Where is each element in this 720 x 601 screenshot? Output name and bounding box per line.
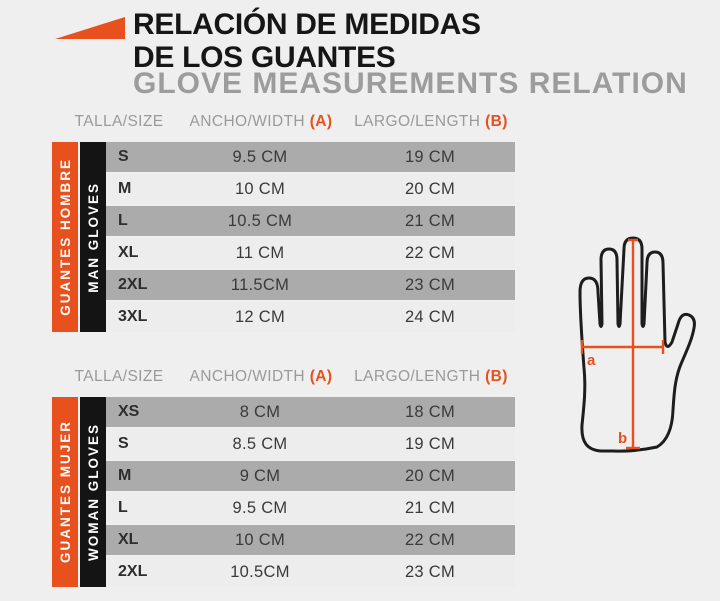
length-cell: 23 CM: [404, 562, 456, 581]
women-table-rows: XS 8 CM 18 CM S 8.5 CM 19 CM M 9 CM 20 C…: [106, 397, 515, 589]
title-block: RELACIÓN DE MEDIDAS DE LOS GUANTES GLOVE…: [133, 8, 688, 99]
col-header-length-label: LARGO/LENGTH: [354, 113, 481, 130]
col-header-size: TALLA/SIZE: [52, 368, 186, 386]
length-cell: 19 CM: [404, 147, 456, 166]
label-b: b: [618, 430, 627, 447]
length-cell: 22 CM: [404, 530, 456, 549]
size-cell: L: [118, 212, 128, 229]
width-cell: 9.5 CM: [232, 498, 288, 517]
hand-measurement-diagram: a b: [578, 236, 696, 453]
size-cell: 2XL: [118, 563, 148, 580]
width-cell: 10 CM: [234, 179, 286, 198]
width-cell: 11.5CM: [230, 275, 290, 294]
col-header-size-label: TALLA/SIZE: [74, 113, 164, 130]
col-header-width: ANCHO/WIDTH (A): [186, 368, 336, 386]
women-side-bar-es: GUANTES MUJER: [52, 397, 78, 587]
size-cell: 2XL: [118, 276, 148, 293]
width-cell: 10.5CM: [230, 562, 290, 581]
women-side-label-es: GUANTES MUJER: [57, 420, 73, 564]
women-side-label-en: WOMAN GLOVES: [85, 423, 101, 561]
width-cell: 9.5 CM: [232, 147, 288, 166]
title-es-line1: RELACIÓN DE MEDIDAS: [133, 8, 481, 41]
width-cell: 10.5 CM: [227, 211, 293, 230]
col-header-length: LARGO/LENGTH (B): [336, 368, 526, 386]
women-table-header: TALLA/SIZE ANCHO/WIDTH (A) LARGO/LENGTH …: [0, 368, 720, 388]
length-cell: 18 CM: [404, 402, 456, 421]
men-side-label-en: MAN GLOVES: [85, 181, 101, 293]
women-side-bar-en: WOMAN GLOVES: [80, 397, 106, 587]
col-header-length-label: LARGO/LENGTH: [354, 368, 481, 385]
width-cell: 12 CM: [234, 307, 286, 326]
hand-outline-icon: [578, 236, 696, 453]
table-row-women-2xl: 2XL 10.5CM 23 CM: [106, 557, 515, 587]
title-es-line2: DE LOS GUANTES: [133, 41, 396, 74]
col-header-width: ANCHO/WIDTH (A): [186, 113, 336, 131]
table-row-men-3xl: 3XL 12 CM 24 CM: [106, 302, 515, 332]
size-cell: S: [118, 435, 129, 452]
size-cell: S: [118, 148, 129, 165]
size-cell: L: [118, 499, 128, 516]
col-header-size: TALLA/SIZE: [52, 113, 186, 131]
men-side-label-es: GUANTES HOMBRE: [57, 158, 73, 316]
col-header-width-label: ANCHO/WIDTH: [189, 113, 306, 130]
men-table-header: TALLA/SIZE ANCHO/WIDTH (A) LARGO/LENGTH …: [0, 113, 720, 133]
col-header-length: LARGO/LENGTH (B): [336, 113, 526, 131]
table-row-women-s: S 8.5 CM 19 CM: [106, 429, 515, 459]
length-cell: 20 CM: [404, 179, 456, 198]
size-cell: M: [118, 180, 132, 197]
table-row-men-l: L 10.5 CM 21 CM: [106, 206, 515, 236]
width-cell: 8.5 CM: [232, 434, 288, 453]
table-row-men-s: S 9.5 CM 19 CM: [106, 142, 515, 172]
length-cell: 20 CM: [404, 466, 456, 485]
width-cell: 11 CM: [235, 243, 285, 262]
col-header-width-label: ANCHO/WIDTH: [189, 368, 306, 385]
size-cell: XS: [118, 403, 140, 420]
men-side-bar-es: GUANTES HOMBRE: [52, 142, 78, 332]
length-cell: 21 CM: [404, 498, 456, 517]
length-cell: 19 CM: [404, 434, 456, 453]
size-cell: XL: [118, 531, 139, 548]
length-cell: 21 CM: [404, 211, 456, 230]
table-row-men-2xl: 2XL 11.5CM 23 CM: [106, 270, 515, 300]
col-header-size-label: TALLA/SIZE: [74, 368, 164, 385]
size-cell: XL: [118, 244, 139, 261]
table-row-men-m: M 10 CM 20 CM: [106, 174, 515, 204]
length-cell: 24 CM: [404, 307, 456, 326]
men-table-rows: S 9.5 CM 19 CM M 10 CM 20 CM L 10.5 CM 2…: [106, 142, 515, 334]
col-header-length-mark: (B): [485, 368, 508, 385]
brand-triangle-logo: [55, 17, 125, 39]
width-cell: 9 CM: [239, 466, 281, 485]
col-header-width-mark: (A): [309, 368, 333, 385]
table-row-women-l: L 9.5 CM 21 CM: [106, 493, 515, 523]
table-row-men-xl: XL 11 CM 22 CM: [106, 238, 515, 268]
length-cell: 22 CM: [404, 243, 456, 262]
label-a: a: [587, 352, 596, 369]
table-row-women-xl: XL 10 CM 22 CM: [106, 525, 515, 555]
length-cell: 23 CM: [404, 275, 456, 294]
col-header-width-mark: (A): [309, 113, 333, 130]
col-header-length-mark: (B): [485, 113, 508, 130]
width-cell: 8 CM: [239, 402, 281, 421]
men-side-bar-en: MAN GLOVES: [80, 142, 106, 332]
title-en: GLOVE MEASUREMENTS RELATION: [133, 67, 688, 100]
table-row-women-xs: XS 8 CM 18 CM: [106, 397, 515, 427]
width-cell: 10 CM: [234, 530, 286, 549]
table-row-women-m: M 9 CM 20 CM: [106, 461, 515, 491]
size-cell: M: [118, 467, 132, 484]
size-cell: 3XL: [118, 308, 148, 325]
